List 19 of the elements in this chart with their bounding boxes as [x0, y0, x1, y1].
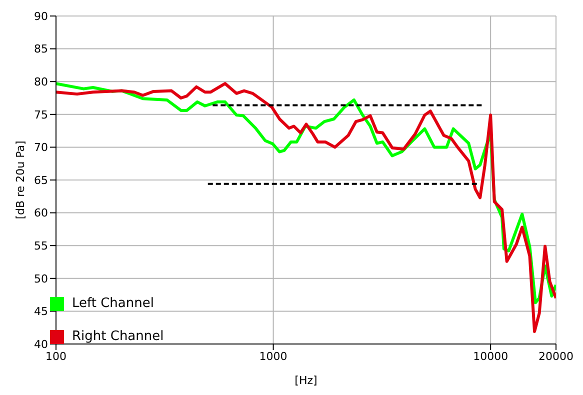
y-axis-title: [dB re 20u Pa]: [14, 140, 27, 220]
y-tick-label: 75: [34, 108, 48, 122]
y-tick-label: 85: [34, 42, 48, 56]
y-tick-label: 90: [34, 10, 48, 23]
y-tick-label: 70: [34, 141, 48, 154]
legend-label: Right Channel: [72, 329, 164, 344]
legend-label: Left Channel: [72, 296, 154, 311]
y-tick-label: 40: [34, 338, 48, 351]
y-tick-label: 55: [34, 240, 48, 253]
x-tick-label: 100: [46, 350, 66, 363]
y-tick-label: 50: [34, 272, 48, 286]
x-axis-title: [Hz]: [294, 374, 318, 387]
y-tick-label: 45: [34, 305, 48, 318]
y-tick-label: 65: [34, 174, 48, 187]
y-tick-label: 80: [34, 76, 48, 89]
x-tick-label: 10000: [473, 350, 508, 363]
x-tick-label: 1000: [259, 350, 288, 363]
y-tick-label: 60: [34, 206, 48, 220]
x-tick-label: 20000: [538, 350, 574, 363]
